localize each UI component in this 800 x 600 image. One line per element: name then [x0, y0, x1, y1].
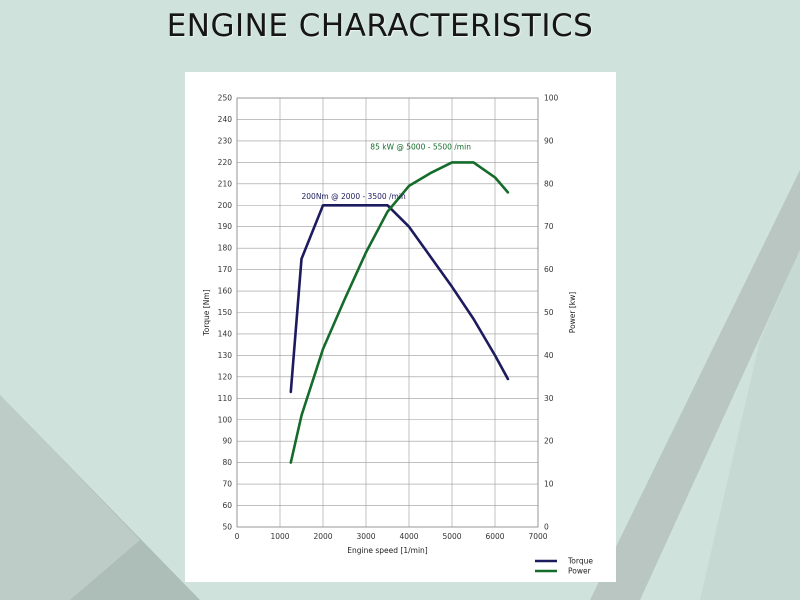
y-left-tick-label: 120: [218, 372, 233, 381]
x-tick-label: 4000: [399, 532, 418, 541]
y-left-tick-label: 80: [222, 458, 232, 467]
y-left-tick-label: 150: [218, 308, 233, 317]
y-left-tick-label: 50: [222, 523, 232, 532]
y-right-tick-label: 20: [544, 437, 554, 446]
y-left-tick-label: 130: [218, 351, 233, 360]
x-tick-label: 1000: [270, 532, 289, 541]
y-right-tick-label: 80: [544, 179, 554, 188]
engine-chart: 0 1000 2000 3000 4000 5000 6000 700050607080901…: [202, 94, 593, 576]
y-left-tick-label: 70: [222, 480, 232, 489]
y-left-tick-label: 200: [218, 201, 233, 210]
legend-label-power: Power: [568, 567, 592, 576]
legend-label-torque: Torque: [567, 557, 593, 566]
annotation-label: 85 kW @ 5000 - 5500 /min: [370, 142, 471, 151]
y-left-tick-label: 170: [218, 265, 233, 274]
y-right-axis-label: Power [kw]: [568, 292, 577, 333]
chart-panel: 0 1000 2000 3000 4000 5000 6000 7000 50 60 70 80 90 1…: [185, 72, 616, 582]
x-tick-label: 3000: [356, 532, 375, 541]
y-left-tick-label: 190: [218, 222, 233, 231]
y-left-tick-label: 180: [218, 244, 233, 253]
y-left-tick-label: 230: [218, 136, 233, 145]
y-right-tick-label: 90: [544, 136, 554, 145]
y-left-tick-label: 140: [218, 329, 233, 338]
x-tick-label: 7000: [528, 532, 547, 541]
y-left-axis-label: Torque [Nm]: [202, 289, 211, 336]
page-title: ENGINE CHARACTERISTICS: [166, 8, 594, 44]
y-right-tick-label: 100: [544, 94, 559, 103]
x-tick-label: 5000: [442, 532, 461, 541]
y-right-tick-label: 0: [544, 523, 549, 532]
plot-border: [236, 97, 539, 528]
y-left-tick-label: 110: [218, 394, 233, 403]
y-right-tick-label: 60: [544, 265, 554, 274]
x-tick-label: 6000: [485, 532, 504, 541]
y-left-tick-label: 210: [218, 179, 233, 188]
x-tick-label: 2000: [313, 532, 332, 541]
annotation-label: 200Nm @ 2000 - 3500 /min: [302, 192, 406, 201]
x-axis-label: Engine speed [1/min]: [347, 546, 427, 555]
y-left-tick-label: 250: [218, 94, 233, 103]
y-right-tick-label: 40: [544, 351, 554, 360]
series-line-power: [289, 161, 510, 464]
y-left-tick-label: 60: [222, 501, 232, 510]
x-tick-label: 0: [235, 532, 240, 541]
y-right-tick-label: 50: [544, 308, 554, 317]
y-right-tick-label: 30: [544, 394, 554, 403]
series-line-torque: [289, 204, 510, 394]
y-right-tick-label: 10: [544, 480, 554, 489]
y-left-tick-label: 240: [218, 115, 233, 124]
y-right-tick-label: 70: [544, 222, 554, 231]
y-left-tick-label: 90: [222, 437, 232, 446]
y-left-tick-label: 100: [218, 415, 233, 424]
y-left-tick-label: 220: [218, 158, 233, 167]
y-left-tick-label: 160: [218, 287, 233, 296]
